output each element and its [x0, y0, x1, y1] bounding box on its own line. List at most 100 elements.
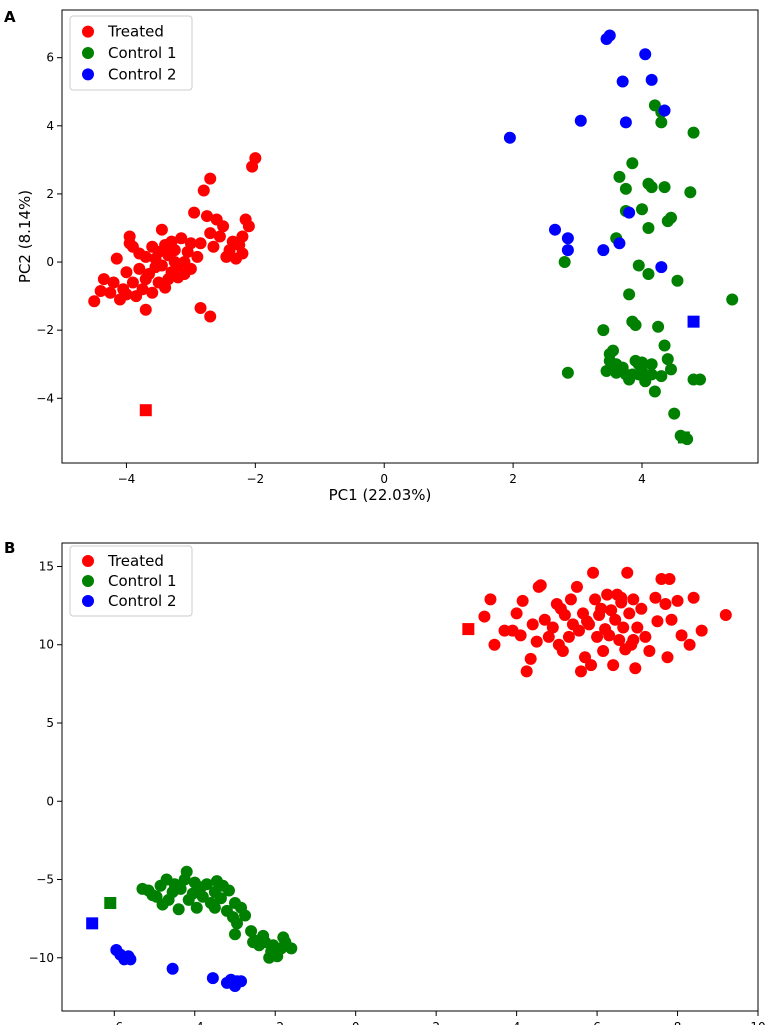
point-treated	[562, 630, 575, 643]
point-control-2	[658, 104, 671, 117]
point-control-1	[200, 878, 213, 891]
point-treated	[197, 184, 210, 197]
point-control-1	[285, 942, 298, 955]
point-treated	[514, 629, 527, 642]
point-treated	[627, 593, 640, 606]
point-treated	[104, 286, 117, 299]
point-treated	[526, 618, 539, 631]
legend-label-control-2: Control 2	[108, 65, 177, 83]
point-control-1	[636, 365, 648, 378]
point-treated	[213, 230, 226, 243]
point-control-1	[629, 319, 642, 332]
point-control-1	[665, 363, 677, 376]
point-treated	[546, 621, 559, 634]
point-control-1	[655, 370, 668, 383]
point-control-1	[247, 936, 260, 949]
point-control-1	[600, 365, 613, 378]
legend: Treated Control 1 Control 2	[69, 15, 193, 91]
point-treated	[204, 172, 217, 185]
point-control-2	[603, 29, 616, 42]
y-tick-label: −4	[36, 391, 54, 405]
point-treated	[663, 573, 676, 585]
legend: Treated Control 1 Control 2	[69, 545, 193, 617]
point-treated	[572, 624, 585, 637]
point-treated	[88, 295, 101, 308]
point-treated	[609, 613, 622, 626]
x-tick-label: −2	[266, 1020, 284, 1025]
point-treated	[168, 256, 181, 269]
point-treated	[107, 276, 120, 289]
legend-marker-treated	[82, 25, 94, 38]
point-control-2	[619, 116, 632, 129]
point-treated	[204, 310, 217, 323]
point-control-1	[613, 170, 626, 183]
point-treated	[136, 283, 149, 296]
point-treated	[615, 591, 628, 604]
legend-marker-control-2	[82, 595, 94, 607]
legend-label-control-1: Control 1	[108, 572, 177, 590]
point-treated	[591, 630, 604, 643]
point-treated	[558, 609, 571, 621]
point-treated	[659, 598, 672, 611]
square-marker-control-1	[104, 897, 117, 909]
panel-a-chart: A −4 −2 0 2 4 −4 −2 0 2 4 6 PC1 (22.03%) PC2 (8.14%) T…	[4, 8, 759, 504]
y-tick-label: −10	[29, 951, 54, 965]
point-treated	[126, 276, 139, 289]
point-treated	[120, 266, 133, 279]
point-treated	[530, 635, 543, 648]
point-treated	[249, 152, 262, 165]
y-tick-label: −5	[36, 873, 54, 887]
point-control-2	[166, 962, 179, 975]
point-control-1	[561, 366, 574, 379]
x-tick-label: −2	[246, 472, 264, 486]
point-control-2	[616, 75, 629, 88]
point-control-1	[231, 917, 244, 930]
point-treated	[597, 645, 610, 657]
y-tick-label: 4	[46, 119, 54, 133]
point-treated	[149, 252, 162, 265]
y-tick-label: 0	[46, 794, 54, 808]
point-treated	[585, 659, 598, 672]
x-tick-label: 4	[638, 472, 646, 486]
point-control-1	[239, 909, 252, 922]
point-control-1	[632, 259, 645, 272]
point-control-2	[561, 244, 574, 257]
point-treated	[589, 593, 602, 606]
square-marker-treated	[139, 404, 152, 417]
point-treated	[133, 262, 146, 275]
point-control-1	[636, 203, 648, 216]
point-treated	[574, 665, 587, 678]
point-control-1	[245, 925, 258, 938]
point-treated	[184, 237, 197, 250]
point-control-1	[626, 157, 639, 170]
point-treated	[538, 613, 551, 626]
point-control-1	[214, 892, 227, 905]
square-marker-control-1	[677, 431, 690, 444]
point-treated	[635, 602, 648, 615]
point-control-2	[235, 975, 248, 988]
point-control-1	[665, 211, 677, 224]
point-control-1	[228, 928, 241, 941]
point-treated	[191, 250, 204, 263]
point-treated	[146, 286, 159, 299]
point-treated	[97, 273, 110, 286]
point-control-1	[190, 901, 203, 914]
point-treated	[194, 302, 207, 315]
plot-frame	[61, 9, 759, 464]
point-treated	[520, 665, 533, 678]
point-treated	[484, 593, 497, 606]
point-control-1	[658, 339, 671, 352]
point-treated	[605, 604, 618, 617]
legend-marker-treated	[82, 555, 94, 567]
point-treated	[516, 594, 529, 607]
point-treated	[534, 579, 547, 592]
point-treated	[120, 288, 133, 301]
point-control-1	[636, 356, 648, 369]
point-control-1	[645, 358, 658, 371]
y-tick-label: −2	[36, 323, 54, 337]
point-treated	[570, 580, 583, 593]
x-tick-label: −4	[186, 1020, 204, 1025]
point-control-1	[619, 182, 632, 195]
legend-marker-control-1	[82, 575, 94, 587]
